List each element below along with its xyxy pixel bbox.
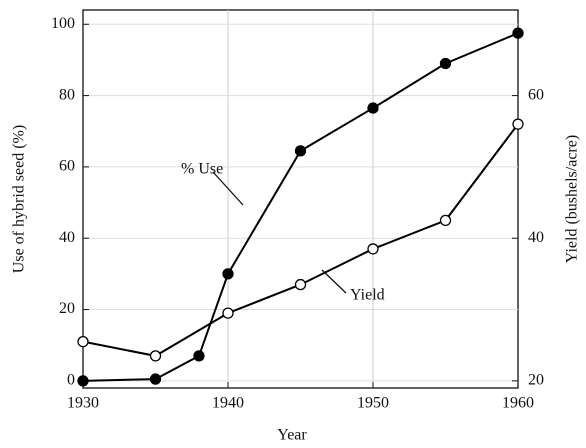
data-point <box>367 102 379 114</box>
data-point <box>149 350 162 362</box>
leader-line <box>321 269 347 294</box>
series-line <box>82 123 519 357</box>
data-point <box>294 278 307 291</box>
x-tick-label: 1940 <box>212 395 244 412</box>
y2-axis-label: Yield (bushels/acre) <box>564 135 581 263</box>
x-tick-label: 1960 <box>502 395 534 412</box>
data-point <box>77 375 89 387</box>
plot-frame <box>82 9 519 389</box>
x-axis-label: Year <box>277 427 307 444</box>
data-point <box>149 373 162 385</box>
x-tick-label: 1930 <box>67 395 99 412</box>
data-point <box>512 118 524 130</box>
data-point <box>439 57 452 70</box>
y-tick-label: 100 <box>51 15 75 32</box>
y-tick-label: 0 <box>67 372 75 389</box>
data-point <box>439 214 452 227</box>
data-point <box>193 350 205 362</box>
series-label: Yield <box>350 287 385 304</box>
series-line <box>82 32 519 382</box>
y-tick-label: 20 <box>59 300 75 317</box>
data-point <box>77 335 89 348</box>
series-label: % Use <box>181 161 223 178</box>
y-tick-label: 80 <box>59 86 75 103</box>
y2-tick-label: 60 <box>528 86 544 103</box>
leader-line <box>212 171 244 206</box>
data-point <box>294 145 307 157</box>
data-point <box>222 307 234 319</box>
y-axis-label: Use of hybrid seed (%) <box>11 125 28 273</box>
y2-tick-label: 40 <box>528 229 544 246</box>
x-tick-label: 1950 <box>357 395 389 412</box>
data-point <box>222 268 234 280</box>
y-tick-label: 40 <box>59 229 75 246</box>
data-point <box>512 27 524 39</box>
data-point <box>367 243 379 255</box>
y-tick-label: 60 <box>59 158 75 175</box>
y2-tick-label: 20 <box>528 372 544 389</box>
